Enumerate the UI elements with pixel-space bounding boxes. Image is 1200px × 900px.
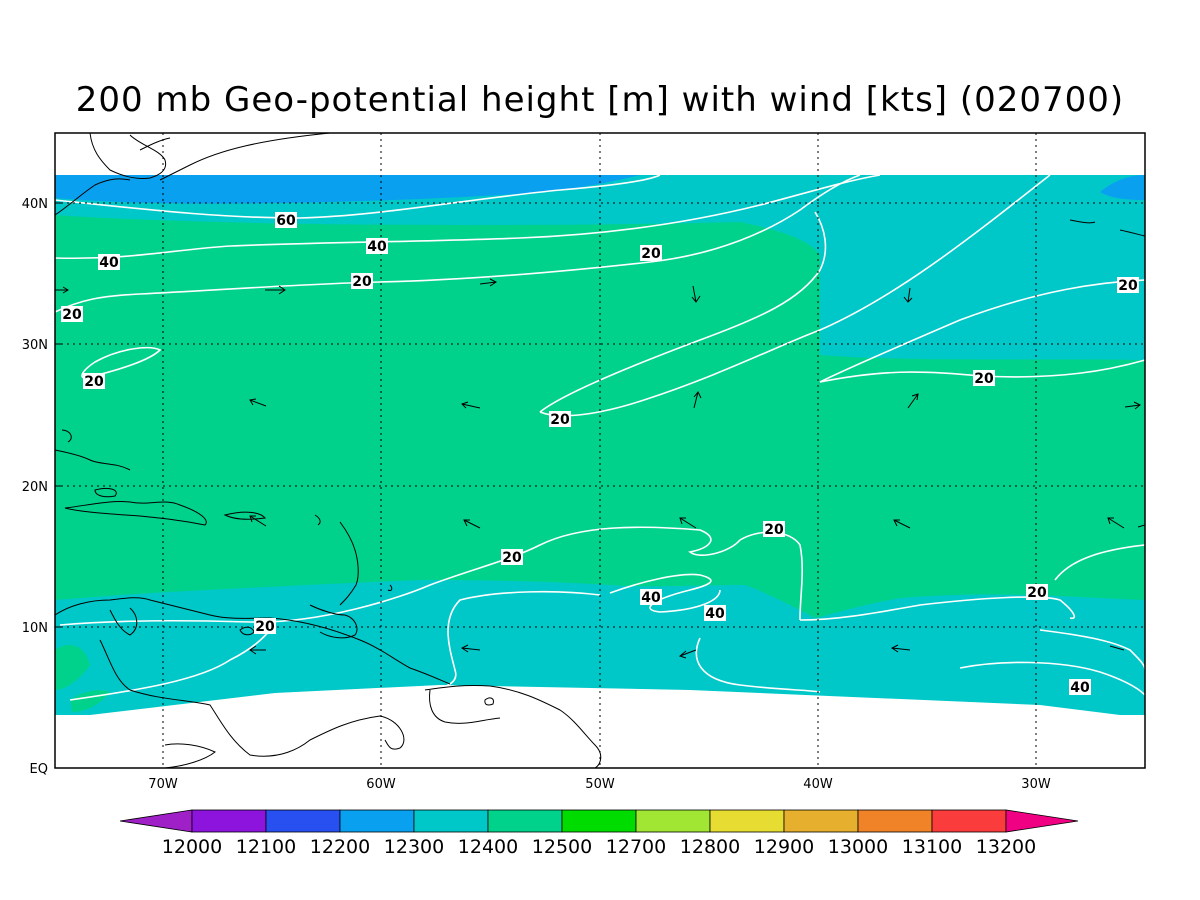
colorbar-label: 12000 <box>162 836 222 858</box>
svg-text:20: 20 <box>62 307 82 323</box>
contour-label: 20 <box>254 618 276 635</box>
lat-tick-label: 10N <box>22 621 48 636</box>
colorbar-swatch <box>339 809 415 833</box>
contour-label: 40 <box>1069 679 1091 696</box>
contour-label: 20 <box>640 245 662 262</box>
svg-text:40: 40 <box>1070 680 1090 696</box>
svg-text:20: 20 <box>641 246 661 262</box>
contour-label: 40 <box>640 589 662 606</box>
colorbar-swatch <box>413 809 489 833</box>
lon-tick-label: 70W <box>148 777 178 792</box>
svg-text:20: 20 <box>764 522 784 538</box>
contour-label: 40 <box>98 254 120 271</box>
svg-text:40: 40 <box>367 239 387 255</box>
colorbar-swatch <box>265 809 341 833</box>
coastlines <box>55 133 1145 768</box>
lat-tick-label: 30N <box>22 338 48 353</box>
svg-text:20: 20 <box>550 412 570 428</box>
colorbar-label: 12300 <box>384 836 444 858</box>
contour-label: 20 <box>973 370 995 387</box>
contour-label: 20 <box>1026 584 1048 601</box>
contour-label: 20 <box>501 549 523 566</box>
lon-tick-label: 40W <box>803 777 833 792</box>
svg-text:20: 20 <box>352 274 372 290</box>
contour-labels: 60 40 40 20 20 20 20 20 20 20 20 20 40 4… <box>61 212 1139 696</box>
svg-text:20: 20 <box>1118 278 1138 294</box>
lon-tick-label: 30W <box>1021 777 1051 792</box>
contour-label: 20 <box>83 373 105 390</box>
colorbar: 12000 12100 12200 12300 12400 12500 12700 12800… <box>119 809 1079 858</box>
colorbar-swatch <box>487 809 563 833</box>
colorbar-label: 12500 <box>532 836 592 858</box>
lat-tick-label: 40N <box>22 197 48 212</box>
contour-label: 20 <box>763 521 785 538</box>
lon-tick-label: 60W <box>366 777 396 792</box>
colorbar-label: 12100 <box>236 836 296 858</box>
svg-text:20: 20 <box>255 619 275 635</box>
wind-vectors <box>55 278 1145 659</box>
lat-axis: 40N 30N 20N 10N EQ <box>22 197 62 777</box>
colorbar-swatch <box>931 809 1007 833</box>
colorbar-label: 12700 <box>606 836 666 858</box>
colorbar-label: 13100 <box>902 836 962 858</box>
svg-text:20: 20 <box>1027 585 1047 601</box>
lon-axis: 70W 60W 50W 40W 30W <box>148 777 1051 792</box>
wind-contours <box>55 174 1145 701</box>
colorbar-end-low <box>119 809 193 833</box>
contour-label: 20 <box>61 306 83 323</box>
svg-text:40: 40 <box>641 590 661 606</box>
contour-label: 40 <box>704 605 726 622</box>
svg-text:20: 20 <box>502 550 522 566</box>
svg-text:20: 20 <box>84 374 104 390</box>
colorbar-swatch <box>783 809 859 833</box>
svg-text:40: 40 <box>705 606 725 622</box>
colorbar-swatch <box>191 809 267 833</box>
contour-label: 40 <box>366 238 388 255</box>
colorbar-label: 13200 <box>976 836 1036 858</box>
lat-tick-label: 20N <box>22 480 48 495</box>
svg-text:20: 20 <box>974 371 994 387</box>
contour-label: 20 <box>1117 277 1139 294</box>
colorbar-label: 12900 <box>754 836 814 858</box>
svg-text:60: 60 <box>276 213 296 229</box>
colorbar-swatch <box>709 809 785 833</box>
graticule <box>55 133 1145 768</box>
colorbar-swatch <box>561 809 637 833</box>
contour-label: 20 <box>549 411 571 428</box>
band-12300 <box>55 175 1145 204</box>
colorbar-label: 12800 <box>680 836 740 858</box>
contour-label: 60 <box>275 212 297 229</box>
plot-frame <box>54 132 1146 769</box>
colorbar-swatch <box>857 809 933 833</box>
colorbar-label: 12200 <box>310 836 370 858</box>
colorbar-label: 12400 <box>458 836 518 858</box>
colorbar-label: 13000 <box>828 836 888 858</box>
svg-text:40: 40 <box>99 255 119 271</box>
lon-tick-label: 50W <box>585 777 615 792</box>
map-title: 200 mb Geo-potential height [m] with win… <box>75 80 1125 120</box>
colorbar-swatch <box>635 809 711 833</box>
contour-label: 20 <box>351 273 373 290</box>
lat-tick-label: EQ <box>30 762 48 777</box>
colorbar-end-high <box>1005 809 1079 833</box>
